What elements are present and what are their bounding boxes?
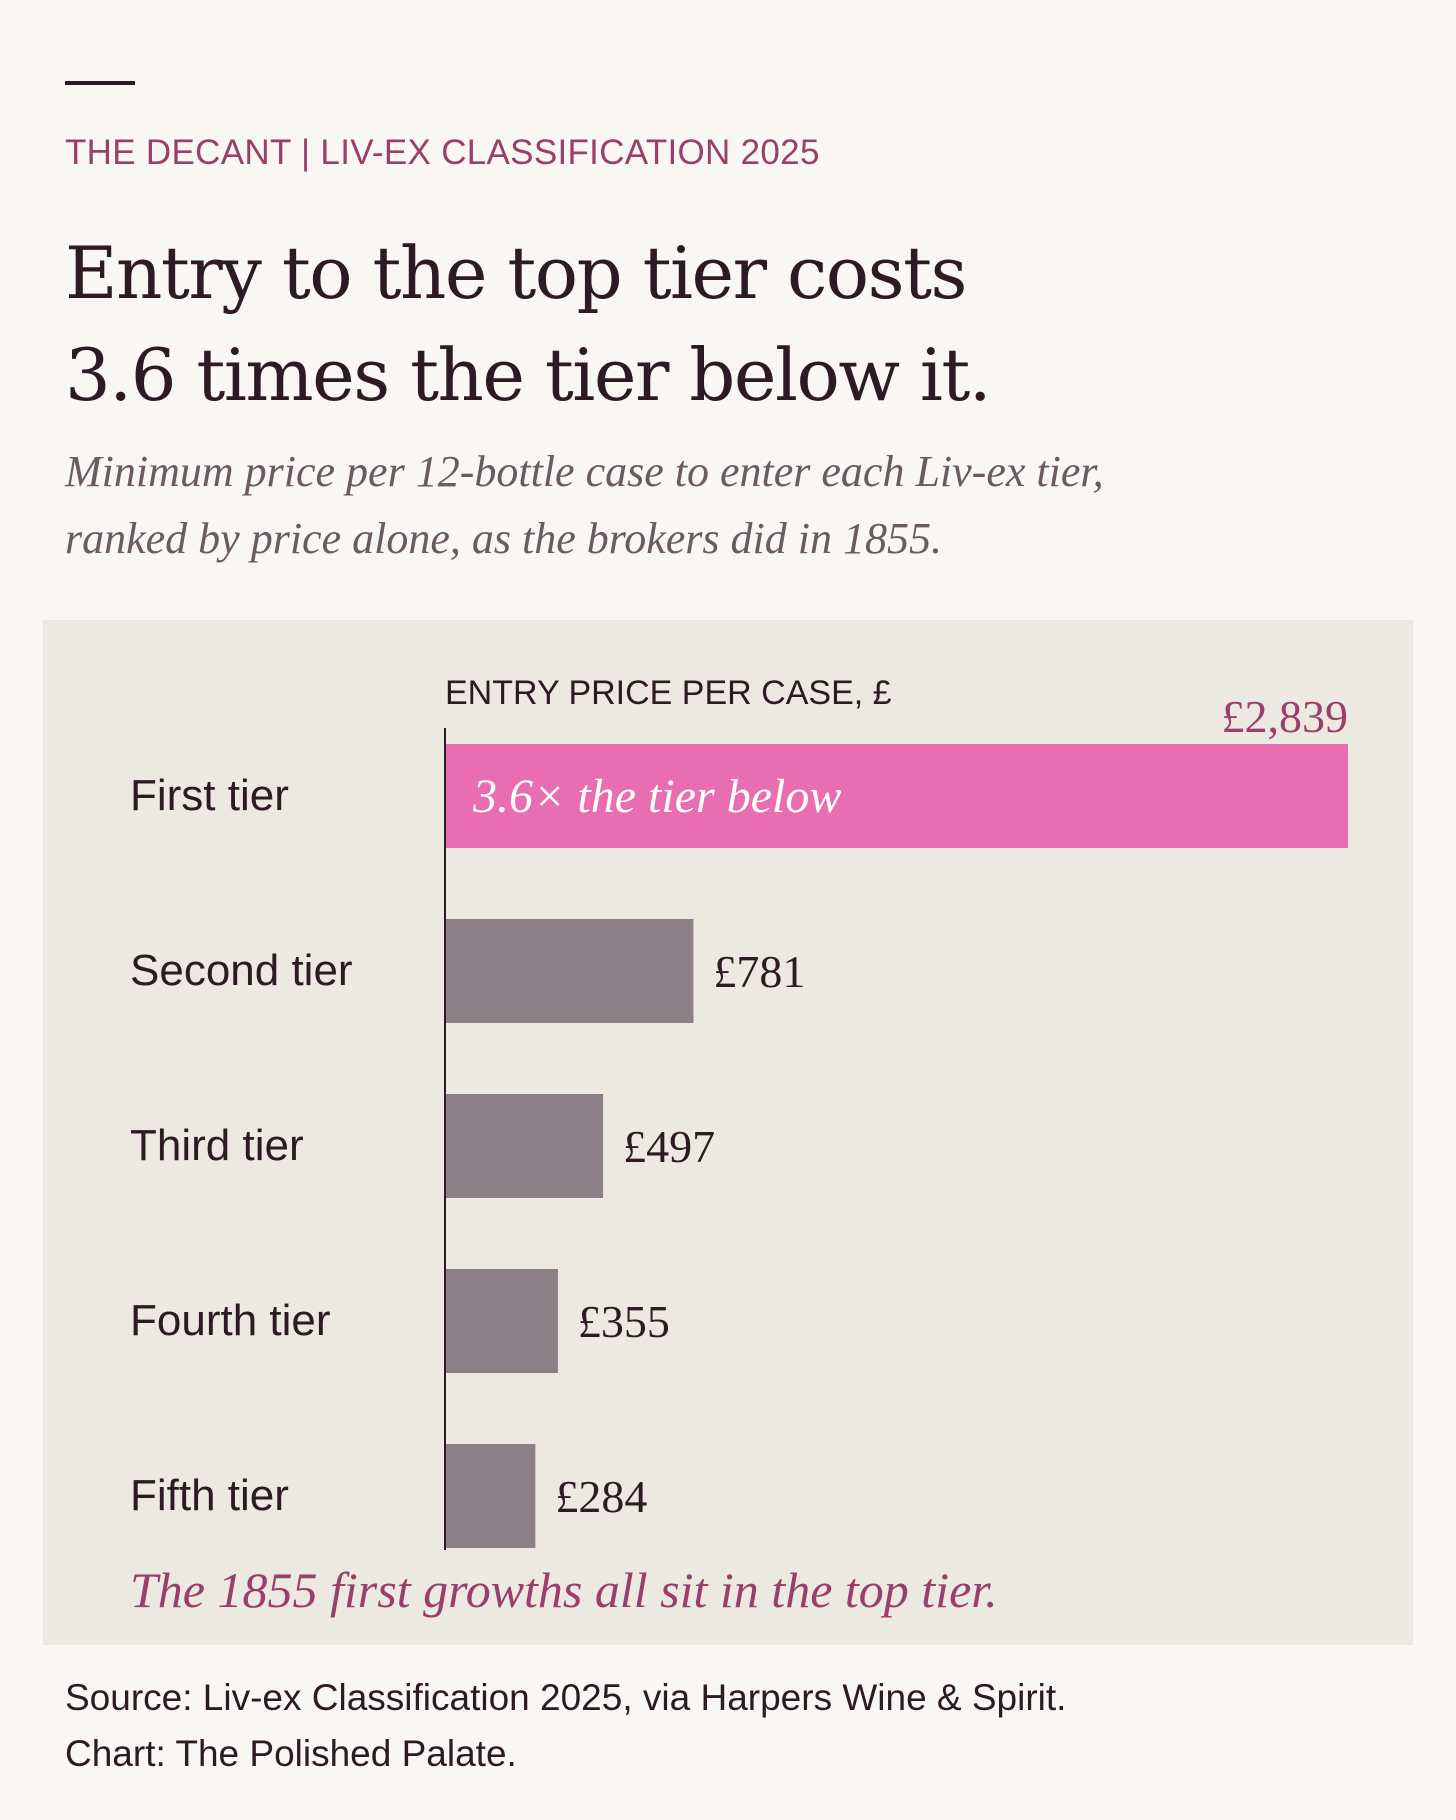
headline-line-1: Entry to the top tier costs	[65, 231, 967, 315]
bar-first-tier	[445, 744, 1348, 848]
kicker: THE DECANT | LIV-EX CLASSIFICATION 2025	[65, 133, 820, 172]
bar-fifth-tier	[445, 1444, 536, 1548]
subtitle: Minimum price per 12-bottle case to ente…	[65, 438, 1365, 572]
chart-panel: ENTRY PRICE PER CASE, £ First tier £2,839…	[43, 620, 1413, 1645]
category-label-second-tier: Second tier	[130, 946, 353, 995]
value-label-third-tier: £497	[623, 1121, 715, 1172]
headline-line-2: 3.6 times the tier below it.	[65, 333, 992, 417]
bar-chart: ENTRY PRICE PER CASE, £ First tier £2,839…	[130, 674, 1349, 1618]
category-label-fifth-tier: Fifth tier	[130, 1471, 289, 1520]
bar-fourth-tier	[445, 1269, 558, 1373]
bar-third-tier	[445, 1094, 604, 1198]
value-label-fourth-tier: £355	[578, 1296, 670, 1347]
category-label-first-tier: First tier	[130, 771, 289, 820]
bar-annotation-label: 3.6× the tier below	[472, 770, 841, 823]
value-label-fifth-tier: £284	[555, 1471, 647, 1522]
bar-second-tier	[445, 919, 694, 1023]
annotation: The 1855 first growths all sit in the to…	[130, 1562, 998, 1618]
category-label-third-tier: Third tier	[130, 1121, 304, 1170]
headline: Entry to the top tier costs 3.6 times th…	[65, 222, 1315, 426]
value-label-second-tier: £781	[713, 946, 805, 997]
source-line: Source: Liv-ex Classification 2025, via …	[65, 1677, 1067, 1718]
subtitle-line-1: Minimum price per 12-bottle case to ente…	[65, 447, 1104, 496]
category-label-fourth-tier: Fourth tier	[130, 1296, 331, 1345]
top-rule	[65, 81, 135, 85]
axis-title: ENTRY PRICE PER CASE, £	[445, 674, 892, 712]
value-label-first-tier: £2,839	[1222, 691, 1349, 742]
subtitle-line-2: ranked by price alone, as the brokers di…	[65, 514, 942, 563]
footer: Source: Liv-ex Classification 2025, via …	[65, 1670, 1066, 1782]
credit-line: Chart: The Polished Palate.	[65, 1733, 517, 1774]
